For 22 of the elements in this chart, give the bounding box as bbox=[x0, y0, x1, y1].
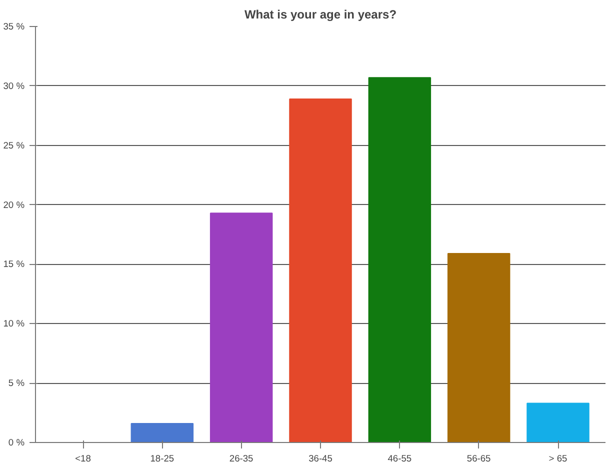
y-tick-label: 15 % bbox=[3, 259, 25, 270]
bar bbox=[368, 77, 432, 442]
x-tick-label: 18-25 bbox=[150, 454, 174, 464]
y-tick-label: 0 % bbox=[8, 438, 25, 448]
x-tick-label: 46-55 bbox=[388, 454, 412, 464]
x-tick-label: 56-65 bbox=[466, 454, 491, 464]
x-tick-label: 36-45 bbox=[308, 454, 332, 464]
bar bbox=[526, 402, 590, 442]
y-tick-label: 30 % bbox=[3, 80, 25, 91]
y-tick-label: 5 % bbox=[8, 378, 25, 388]
bar bbox=[130, 422, 194, 442]
y-tick-label: 25 % bbox=[3, 140, 25, 150]
x-tick-label: 26-35 bbox=[229, 454, 254, 464]
bar bbox=[289, 98, 352, 442]
x-tick-label: > 65 bbox=[548, 454, 568, 464]
y-tick-label: 10 % bbox=[3, 318, 25, 329]
y-tick-label: 35 % bbox=[3, 22, 25, 32]
chart-title: What is your age in years? bbox=[244, 8, 397, 22]
x-tick-label: <18 bbox=[75, 454, 91, 464]
bar bbox=[447, 253, 510, 442]
bar bbox=[210, 212, 273, 442]
y-tick-label: 20 % bbox=[3, 200, 25, 210]
